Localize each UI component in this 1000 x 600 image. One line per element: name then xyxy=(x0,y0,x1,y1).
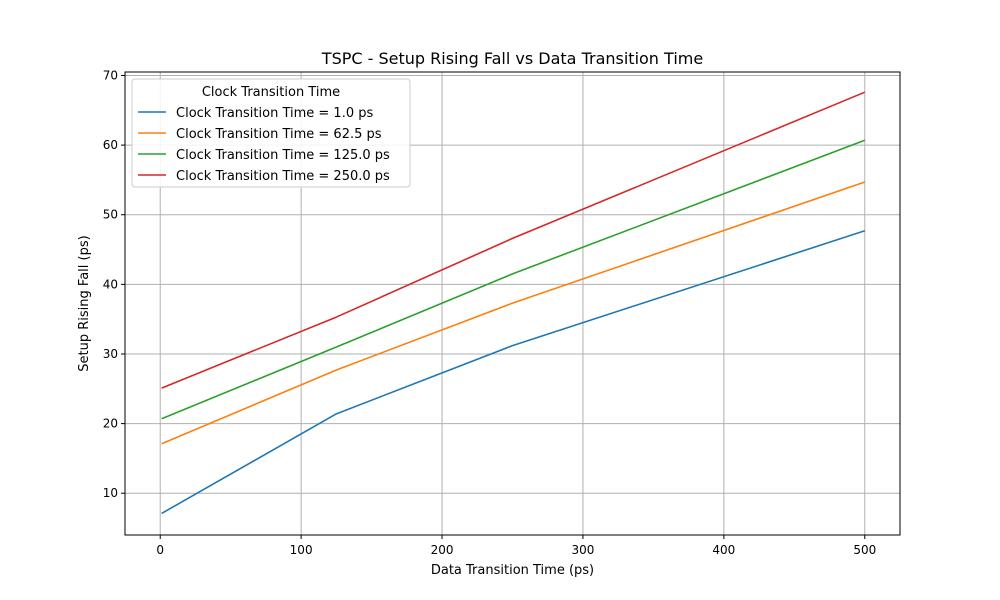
legend-label-2: Clock Transition Time = 62.5 ps xyxy=(176,127,382,142)
y-tick-label: 20 xyxy=(103,417,118,431)
y-tick-label: 30 xyxy=(103,347,118,361)
x-tick-label: 100 xyxy=(290,543,313,557)
series-layer xyxy=(161,91,866,515)
y-axis-label: Setup Rising Fall (ps) xyxy=(77,235,92,371)
legend-box xyxy=(131,78,411,188)
legend-label-1: Clock Transition Time = 1.0 ps xyxy=(176,106,373,121)
y-tick-label: 10 xyxy=(103,486,118,500)
y-tick-label: 50 xyxy=(103,208,118,222)
legend-label-4: Clock Transition Time = 250.0 ps xyxy=(176,169,390,184)
legend: Clock Transition Time Clock Transition T… xyxy=(131,78,411,188)
y-tick-label: 70 xyxy=(103,68,118,82)
tick-layer: 0 100 200 300 400 500 10 20 30 40 50 60 70 xyxy=(103,68,877,557)
series-line-3 xyxy=(161,139,866,420)
x-tick-label: 500 xyxy=(853,543,876,557)
x-axis-label: Data Transition Time (ps) xyxy=(431,563,594,578)
x-tick-label: 400 xyxy=(712,543,735,557)
x-tick-label: 0 xyxy=(156,543,164,557)
series-line-2 xyxy=(161,181,866,445)
legend-title: Clock Transition Time xyxy=(202,85,340,100)
series-line-1 xyxy=(161,229,866,515)
y-tick-label: 60 xyxy=(103,138,118,152)
plot-frame xyxy=(124,71,901,536)
x-tick-label: 200 xyxy=(431,543,454,557)
legend-label-3: Clock Transition Time = 125.0 ps xyxy=(176,148,390,163)
series-line-4 xyxy=(161,91,866,389)
x-tick-label: 300 xyxy=(572,543,595,557)
chart-title: TSPC - Setup Rising Fall vs Data Transit… xyxy=(321,49,703,68)
y-tick-label: 40 xyxy=(103,277,118,291)
legend-items: Clock Transition Time = 1.0 ps Clock Tran… xyxy=(138,106,390,184)
